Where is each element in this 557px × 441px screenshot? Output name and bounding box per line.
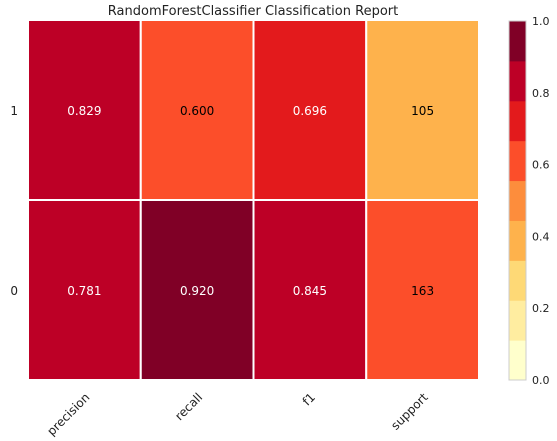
colorbar-segment — [509, 21, 526, 62]
x-tick-label: recall — [172, 390, 205, 423]
colorbar-segment — [509, 140, 526, 182]
cell-value-label: 0.600 — [180, 104, 214, 118]
y-tick-label: 0 — [10, 284, 18, 298]
heatmap-cell — [27, 199, 142, 381]
colorbar-segment — [509, 260, 526, 301]
x-tick-label: precision — [44, 390, 92, 438]
heatmap-cell — [365, 19, 480, 201]
colorbar-segment — [509, 220, 526, 261]
heatmap-cell — [27, 19, 142, 201]
cell-value-label: 0.781 — [67, 284, 101, 298]
heatmap-cells: 0.829 0.600 0.696 105 0.781 0.920 0.845 163 — [27, 19, 480, 381]
heatmap-cell — [139, 199, 255, 381]
cell-value-label: 0.696 — [293, 104, 327, 118]
cell-value-label: 105 — [411, 104, 434, 118]
heatmap-cell — [252, 199, 368, 381]
heatmap-cell — [365, 199, 480, 381]
chart-title: RandomForestClassifier Classification Re… — [108, 4, 398, 19]
colorbar-segment — [509, 340, 526, 381]
y-axis: 10 — [10, 104, 18, 298]
colorbar-tick-label: 0.6 — [532, 159, 550, 172]
cell-value-label: 0.920 — [180, 284, 214, 298]
colorbar-tick-label: 0.4 — [532, 230, 550, 243]
heatmap-cell — [139, 19, 255, 201]
colorbar-tick-label: 0.0 — [532, 374, 550, 387]
y-tick-label: 1 — [10, 104, 18, 118]
cell-value-label: 0.845 — [293, 284, 327, 298]
x-axis: precision recall f1 support — [44, 390, 431, 438]
colorbar: 0.0 0.2 0.4 0.6 0.8 1.0 — [508, 15, 550, 387]
x-tick-label: support — [388, 390, 431, 433]
colorbar-tick-label: 0.2 — [532, 302, 550, 315]
colorbar-tick-label: 0.8 — [532, 87, 550, 100]
heatmap-cell — [252, 19, 368, 201]
cell-value-label: 163 — [411, 284, 434, 298]
colorbar-segment — [509, 60, 526, 102]
cell-value-label: 0.829 — [67, 104, 101, 118]
x-tick-label: f1 — [300, 390, 318, 408]
colorbar-frame — [508, 20, 527, 381]
colorbar-segment — [509, 100, 526, 142]
colorbar-segment — [509, 300, 526, 341]
colorbar-tick-label: 1.0 — [532, 15, 550, 28]
colorbar-segment — [509, 180, 526, 221]
